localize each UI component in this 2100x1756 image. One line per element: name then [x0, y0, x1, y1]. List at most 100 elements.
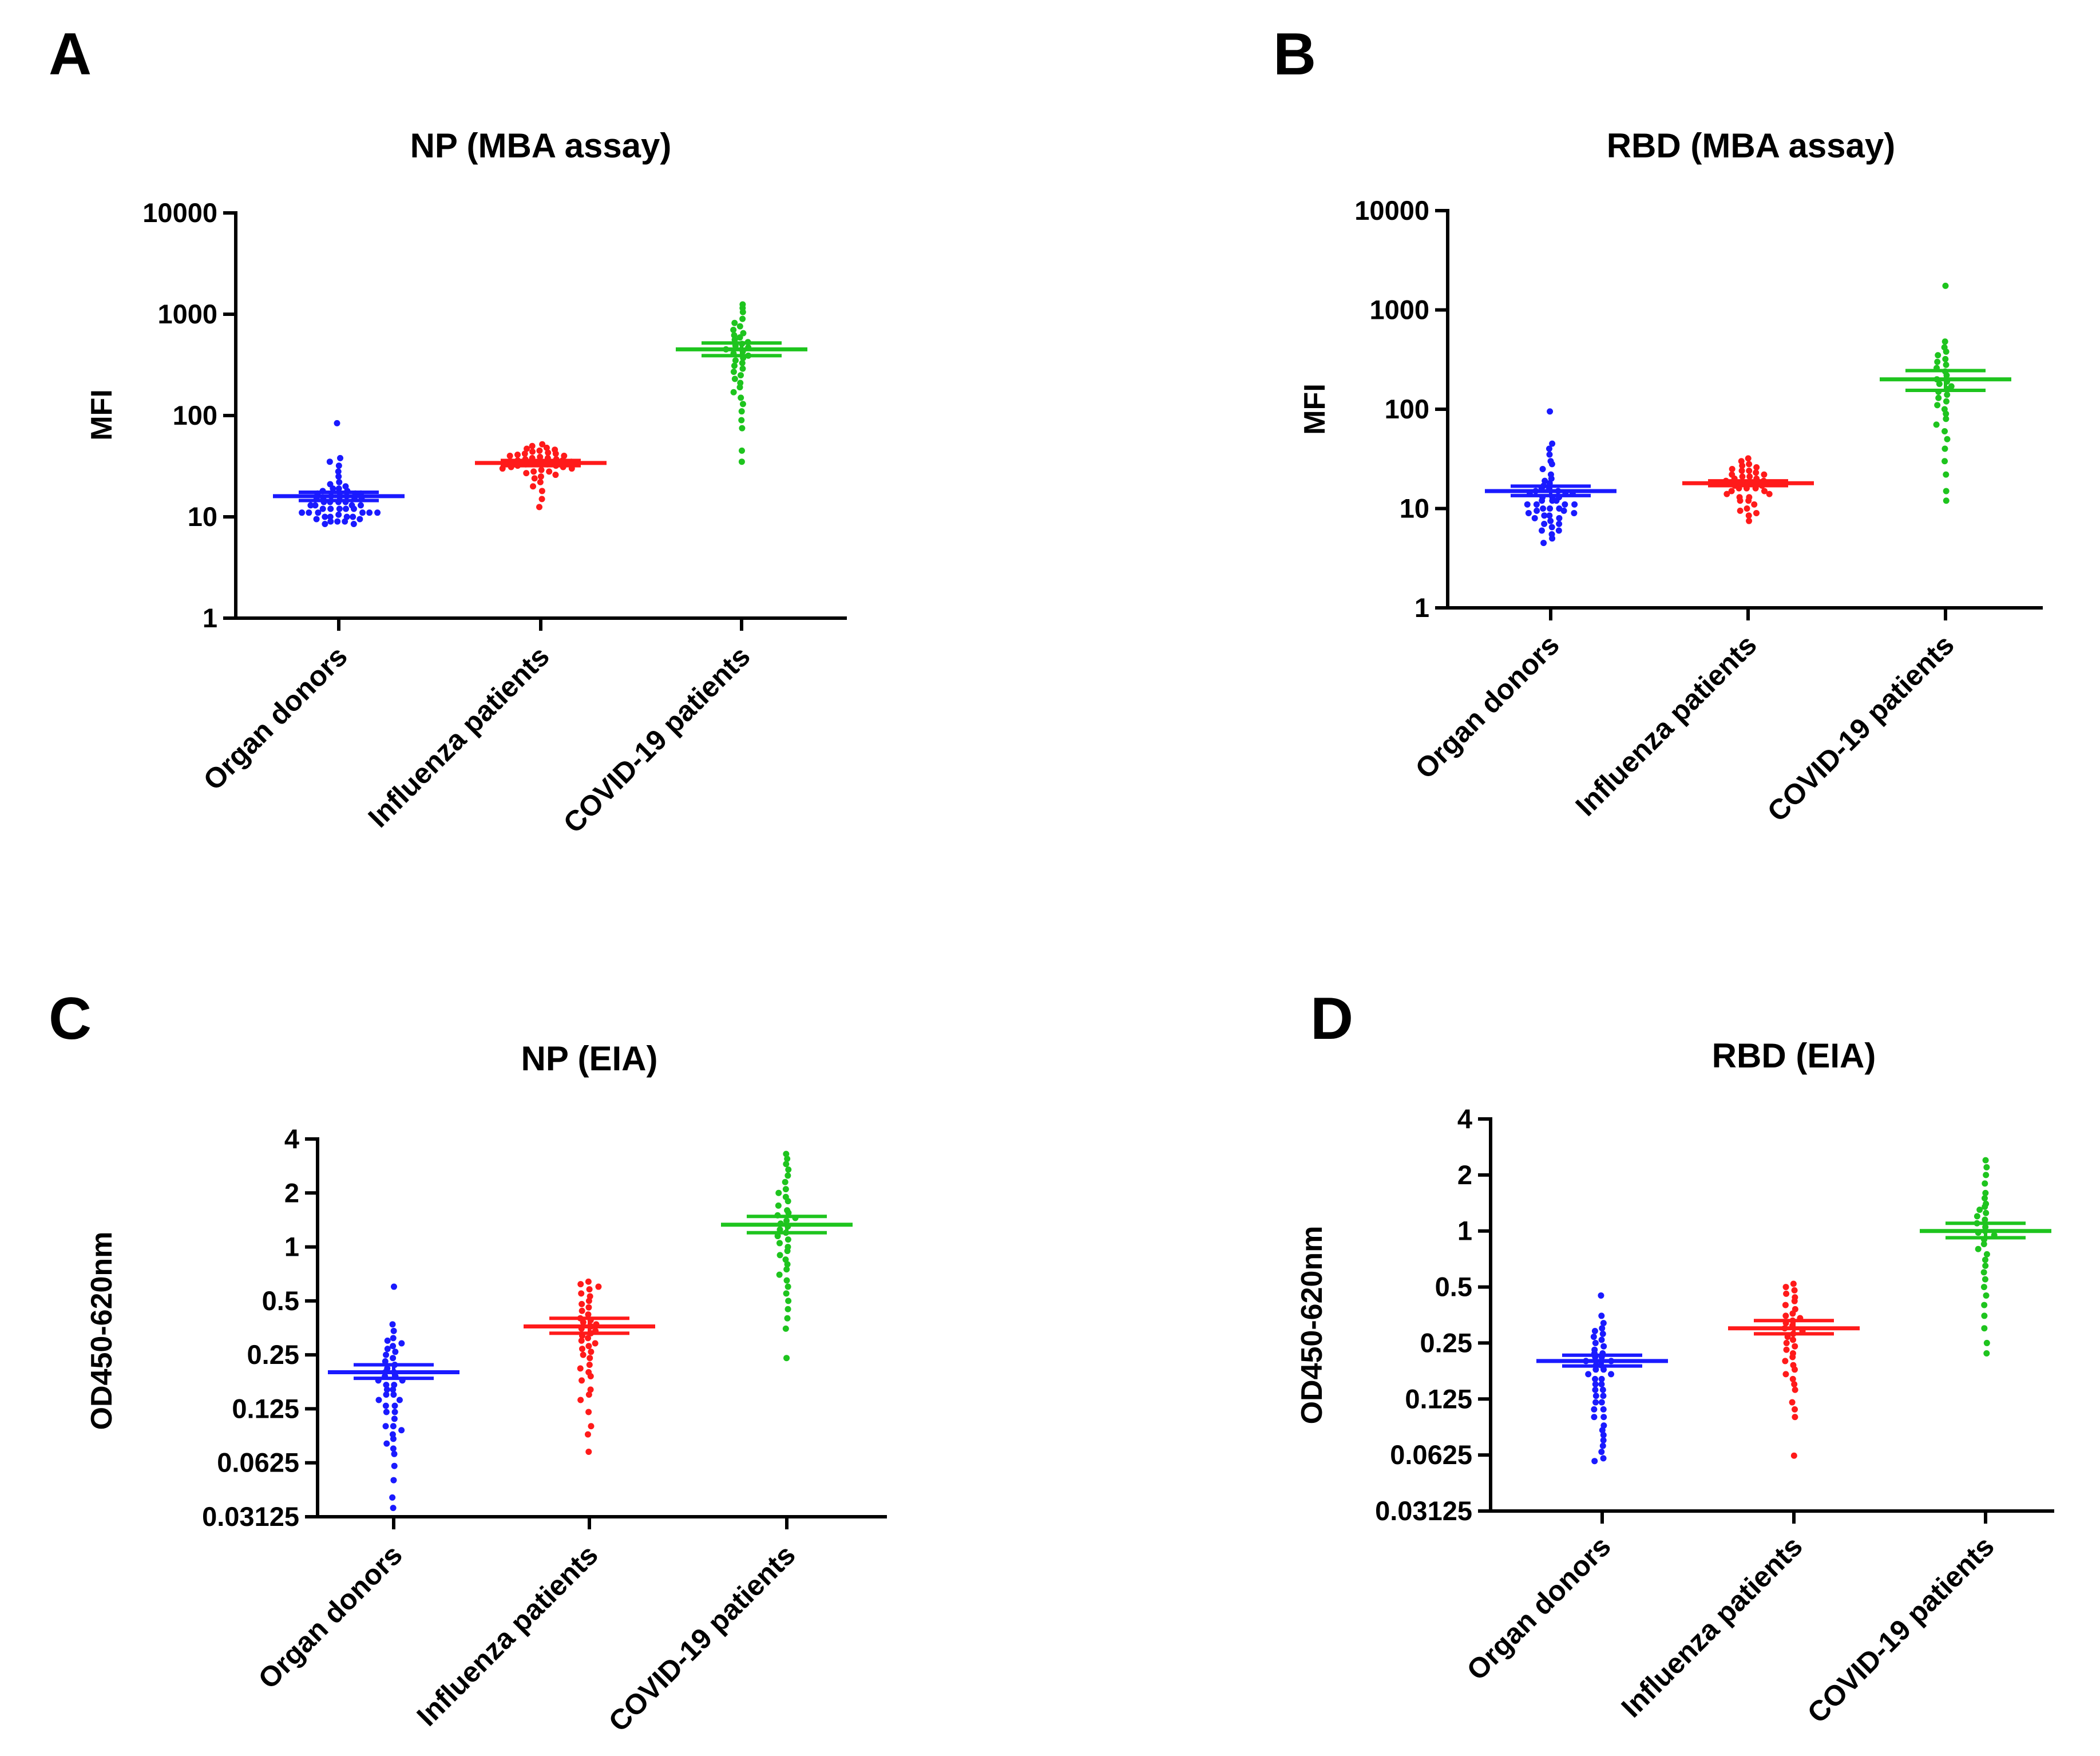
data-point	[1549, 440, 1556, 447]
data-point	[299, 509, 306, 516]
data-point	[1782, 1371, 1789, 1378]
data-point	[739, 365, 746, 372]
data-point	[1524, 501, 1531, 508]
data-point	[1746, 468, 1753, 474]
data-point	[356, 516, 363, 523]
data-point	[785, 1298, 792, 1304]
data-point	[1934, 402, 1941, 409]
data-point	[1723, 491, 1730, 497]
data-point	[1600, 1343, 1607, 1350]
data-point	[784, 1156, 791, 1162]
data-point	[1598, 1312, 1605, 1319]
data-point	[1590, 1334, 1597, 1340]
data-point	[1549, 535, 1556, 542]
x-category-label: Organ donors	[197, 640, 353, 796]
data-point	[1982, 1276, 1988, 1283]
data-point	[1983, 1209, 1990, 1216]
data-point	[1600, 1406, 1607, 1413]
data-point	[783, 1150, 790, 1157]
data-point	[335, 473, 342, 480]
data-point	[782, 1256, 789, 1263]
data-point	[1592, 1339, 1599, 1346]
y-tick-label: 1	[1414, 592, 1429, 623]
series-covid-19-patients	[1880, 282, 2011, 504]
series-organ-donors	[1485, 408, 1616, 547]
data-point	[587, 1373, 594, 1379]
data-point	[1546, 512, 1553, 519]
data-point	[783, 1277, 790, 1284]
data-point	[1791, 1287, 1798, 1294]
y-axis-label: MFI	[1298, 383, 1332, 435]
data-point	[586, 1362, 593, 1369]
data-marks	[316, 1137, 887, 1518]
y-tick-label: 0.125	[232, 1393, 299, 1423]
data-point	[585, 1298, 592, 1304]
y-axis-ticks: 0.03125 0.0625 0.125 0.25 0.5 1 2 4	[202, 1124, 789, 1532]
data-point	[1556, 515, 1563, 521]
data-point	[1766, 491, 1773, 497]
data-point	[1600, 1414, 1607, 1421]
data-point	[1745, 497, 1752, 504]
data-point	[1791, 1381, 1798, 1388]
data-point	[1790, 1336, 1797, 1343]
data-point	[1737, 497, 1744, 504]
data-point	[383, 1382, 390, 1389]
data-point	[383, 1409, 390, 1415]
data-point	[312, 502, 319, 509]
data-point	[1533, 501, 1540, 508]
data-point	[1541, 520, 1548, 527]
data-point	[736, 384, 743, 391]
data-point	[1598, 1399, 1605, 1406]
data-point	[587, 1355, 593, 1362]
data-point	[783, 1355, 790, 1362]
data-point	[1744, 505, 1750, 512]
data-point	[740, 330, 747, 337]
data-point	[1546, 451, 1553, 458]
y-tick-label: 10000	[142, 197, 217, 228]
data-point	[736, 323, 743, 330]
data-point	[577, 1281, 584, 1288]
data-point	[1782, 1312, 1789, 1319]
y-tick-label: 1	[203, 603, 217, 633]
data-point	[1547, 505, 1554, 512]
data-point	[391, 1409, 398, 1415]
data-point	[1981, 1302, 1988, 1308]
data-point	[1944, 391, 1951, 398]
data-point	[1592, 1375, 1599, 1382]
data-point	[1983, 1164, 1990, 1170]
data-point	[524, 445, 530, 452]
data-point	[1943, 488, 1950, 495]
data-point	[1980, 1241, 1987, 1248]
data-point	[1591, 1406, 1598, 1413]
data-point	[1782, 1358, 1789, 1365]
data-point	[1538, 527, 1545, 534]
data-point	[1982, 1263, 1989, 1269]
data-point	[552, 472, 559, 478]
data-point	[1540, 505, 1547, 512]
data-point	[1745, 512, 1752, 519]
data-point	[1981, 1195, 1988, 1201]
data-point	[783, 1161, 790, 1168]
data-point	[307, 502, 314, 509]
data-point	[739, 425, 746, 432]
data-point	[1943, 416, 1950, 422]
data-point	[382, 1358, 389, 1365]
data-point	[579, 1346, 585, 1352]
data-point	[322, 520, 328, 527]
data-point	[785, 1209, 792, 1216]
data-point	[1789, 1310, 1796, 1317]
series-influenza-patients	[1728, 1280, 1860, 1459]
series-covid-19-patients	[676, 301, 807, 465]
data-point	[1591, 1458, 1598, 1465]
data-point	[390, 1343, 397, 1350]
data-point	[390, 1435, 397, 1442]
data-point	[326, 458, 333, 465]
data-point	[545, 449, 552, 456]
data-point	[1790, 1280, 1797, 1287]
data-point	[1592, 1381, 1599, 1388]
data-point	[1548, 524, 1555, 531]
data-point	[1556, 505, 1563, 512]
x-category-label: Influenza patients	[1615, 1530, 1809, 1723]
data-point	[390, 1423, 397, 1430]
y-tick-label: 100	[173, 400, 217, 430]
